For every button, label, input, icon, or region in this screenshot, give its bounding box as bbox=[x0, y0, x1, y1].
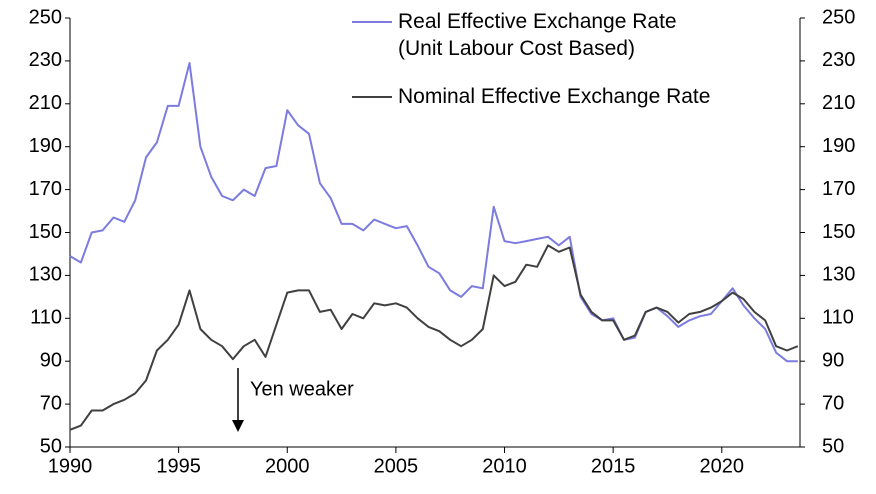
y2-tick-label: 50 bbox=[822, 435, 844, 457]
series-line bbox=[69, 244, 799, 431]
legend-entry: Real Effective Exchange Rate (Unit Labou… bbox=[398, 10, 677, 60]
y2-tick-label: 70 bbox=[822, 392, 844, 414]
x-tick-label: 2005 bbox=[374, 455, 419, 477]
series-line bbox=[69, 62, 798, 363]
y2-tick-label: 90 bbox=[822, 349, 844, 371]
x-tick-label: 2020 bbox=[700, 455, 745, 477]
annotation-arrowhead bbox=[232, 420, 244, 432]
y-tick-label: 50 bbox=[40, 435, 62, 457]
y2-tick-label: 250 bbox=[822, 6, 855, 28]
y-tick-label: 190 bbox=[29, 135, 62, 157]
y2-tick-label: 170 bbox=[822, 178, 855, 200]
y-tick-label: 250 bbox=[29, 6, 62, 28]
x-tick-label: 1995 bbox=[156, 455, 201, 477]
x-tick-label: 2015 bbox=[591, 455, 636, 477]
y-tick-label: 130 bbox=[29, 264, 62, 286]
annotation: Yen weaker bbox=[250, 378, 354, 400]
y2-tick-label: 210 bbox=[822, 92, 855, 114]
y-tick-label: 150 bbox=[29, 221, 62, 243]
x-tick-label: 2000 bbox=[265, 455, 310, 477]
x-tick-label: 1990 bbox=[48, 455, 93, 477]
legend-entry: Nominal Effective Exchange Rate bbox=[398, 85, 711, 108]
y2-tick-label: 190 bbox=[822, 135, 855, 157]
x-tick-label: 2010 bbox=[482, 455, 527, 477]
y-tick-label: 230 bbox=[29, 49, 62, 71]
y2-tick-label: 110 bbox=[822, 307, 854, 329]
y2-tick-label: 150 bbox=[822, 221, 855, 243]
y2-tick-label: 230 bbox=[822, 49, 855, 71]
y-tick-label: 90 bbox=[40, 349, 62, 371]
y2-tick-label: 130 bbox=[822, 264, 855, 286]
y-tick-label: 70 bbox=[40, 392, 62, 414]
y-tick-label: 110 bbox=[30, 307, 62, 329]
y-tick-label: 170 bbox=[29, 178, 62, 200]
y-tick-label: 210 bbox=[29, 92, 62, 114]
